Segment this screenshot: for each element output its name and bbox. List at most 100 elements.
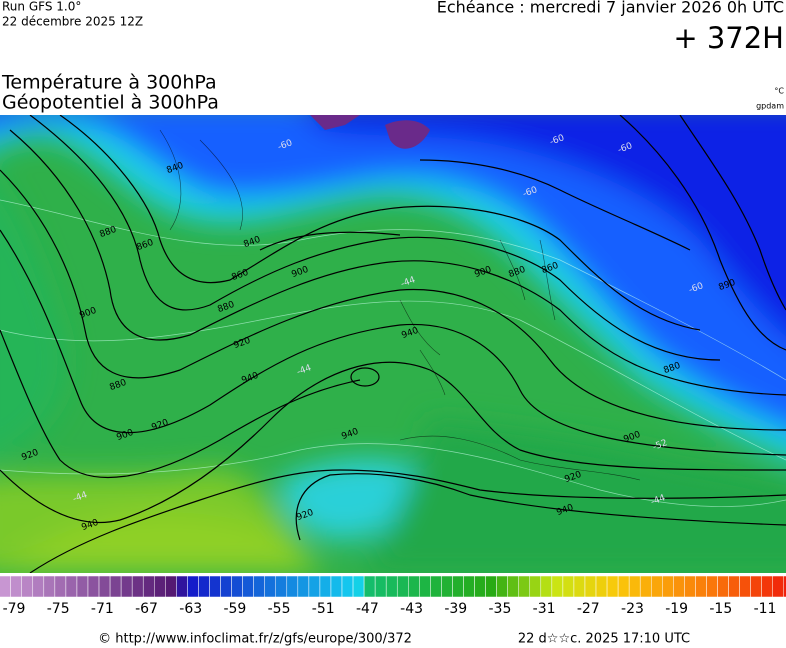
colorbar-swatch <box>430 575 442 598</box>
colorbar-swatch <box>761 575 773 598</box>
colorbar-swatch <box>308 575 321 598</box>
colorbar-swatch <box>441 575 453 598</box>
contour-label: -44 <box>72 490 89 505</box>
colorbar-swatch <box>352 575 365 598</box>
contour-label: -44 <box>296 363 313 378</box>
colorbar-swatch <box>551 575 564 598</box>
contour-label: -60 <box>549 133 566 148</box>
colorbar-swatch <box>529 575 542 598</box>
colorbar-swatch <box>772 575 785 598</box>
contour-label: -44 <box>650 493 667 508</box>
colorbar-swatch <box>562 575 575 598</box>
colorbar-swatch <box>606 575 619 598</box>
colorbar-swatch <box>264 575 276 598</box>
colorbar-swatch <box>783 575 786 598</box>
colorbar-swatch <box>187 575 199 598</box>
colorbar-swatch <box>330 575 343 598</box>
colorbar-tick-label: -43 <box>400 601 423 617</box>
colorbar-swatch <box>419 575 431 598</box>
colorbar-swatch <box>176 575 188 598</box>
timestamp: 22 d☆☆c. 2025 17:10 UTC <box>518 632 690 647</box>
colorbar-swatch <box>374 575 387 598</box>
colorbar-swatch <box>750 575 762 598</box>
colorbar-swatch <box>341 575 354 598</box>
colorbar-swatch <box>87 575 100 598</box>
colorbar-swatch <box>474 575 486 598</box>
colorbar-swatch <box>0 575 11 598</box>
colorbar-swatch <box>65 575 78 598</box>
title-geopotential: Géopotentiel à 300hPa <box>2 92 219 114</box>
colorbar-swatch <box>319 575 332 598</box>
unit-geopotential: gpdam <box>756 102 784 111</box>
colorbar-swatch <box>463 575 475 598</box>
colorbar-swatch <box>231 575 243 598</box>
colorbar-swatch <box>209 575 221 598</box>
colorbar-swatch <box>109 575 122 598</box>
forecast-valid-time: Echéance : mercredi 7 janvier 2026 0h UT… <box>437 0 784 17</box>
source-url: © http://www.infoclimat.fr/z/gfs/europe/… <box>98 632 412 647</box>
colorbar-swatch <box>165 575 177 598</box>
colorbar-swatch <box>595 575 608 598</box>
colorbar-swatch <box>142 575 155 598</box>
title-temperature: Température à 300hPa <box>1 72 217 94</box>
contour-label: -60 <box>617 141 634 156</box>
colorbar: -79 -75 -71 -67 -63 -59 -55 -51 -47 -43 -39 -35 -31 -… <box>0 575 786 617</box>
colorbar-swatch <box>54 575 67 598</box>
colorbar-swatch <box>32 575 45 598</box>
colorbar-tick-label: -67 <box>135 601 158 617</box>
colorbar-swatch <box>706 575 718 598</box>
colorbar-swatch <box>673 575 685 598</box>
colorbar-tick-label: -35 <box>489 601 512 617</box>
colorbar-swatch <box>662 575 674 598</box>
unit-temperature: °C <box>774 87 784 96</box>
colorbar-tick-label: -39 <box>444 601 467 617</box>
lead-time: + 372H <box>673 21 784 55</box>
colorbar-swatch <box>496 575 508 598</box>
colorbar-swatch <box>43 575 56 598</box>
colorbar-swatch <box>485 575 497 598</box>
colorbar-swatch <box>617 575 630 598</box>
colorbar-swatch <box>396 575 409 598</box>
contour-label: -60 <box>688 281 705 296</box>
colorbar-tick-label: -71 <box>91 601 114 617</box>
colorbar-swatch <box>154 575 166 598</box>
colorbar-swatch <box>452 575 464 598</box>
colorbar-tick-label: -51 <box>312 601 335 617</box>
run-date: 22 décembre 2025 12Z <box>2 15 143 29</box>
colorbar-tick-label: -63 <box>179 601 202 617</box>
colorbar-tick-label: -19 <box>665 601 688 617</box>
colorbar-swatch <box>628 575 641 598</box>
colorbar-swatch <box>650 575 663 598</box>
colorbar-tick-label: -75 <box>47 601 70 617</box>
colorbar-swatch <box>363 575 376 598</box>
colorbar-swatch <box>220 575 232 598</box>
colorbar-swatch <box>131 575 144 598</box>
colorbar-tick-label: -27 <box>577 601 600 617</box>
colorbar-swatch <box>286 575 299 598</box>
colorbar-tick-label: -47 <box>356 601 379 617</box>
colorbar-swatch <box>573 575 586 598</box>
colorbar-swatch <box>76 575 89 598</box>
colorbar-tick-label: -15 <box>709 601 732 617</box>
colorbar-tick-label: -11 <box>754 601 777 617</box>
colorbar-swatch <box>98 575 111 598</box>
colorbar-swatch <box>275 575 288 598</box>
colorbar-swatch <box>540 575 553 598</box>
colorbar-swatch <box>253 575 265 598</box>
contour-label: -60 <box>277 138 294 153</box>
colorbar-tick-label: -79 <box>3 601 26 617</box>
colorbar-swatch <box>385 575 398 598</box>
colorbar-tick-label: -23 <box>621 601 644 617</box>
colorbar-swatch <box>10 575 22 598</box>
colorbar-swatch <box>728 575 740 598</box>
colorbar-swatch <box>408 575 420 598</box>
run-label: Run GFS 1.0° <box>2 0 81 14</box>
colorbar-swatch <box>120 575 133 598</box>
contour-label: -44 <box>400 275 417 290</box>
colorbar-swatch <box>739 575 751 598</box>
colorbar-swatch <box>242 575 254 598</box>
contour-label: -60 <box>522 185 539 200</box>
colorbar-swatch <box>518 575 531 598</box>
map <box>0 115 786 573</box>
